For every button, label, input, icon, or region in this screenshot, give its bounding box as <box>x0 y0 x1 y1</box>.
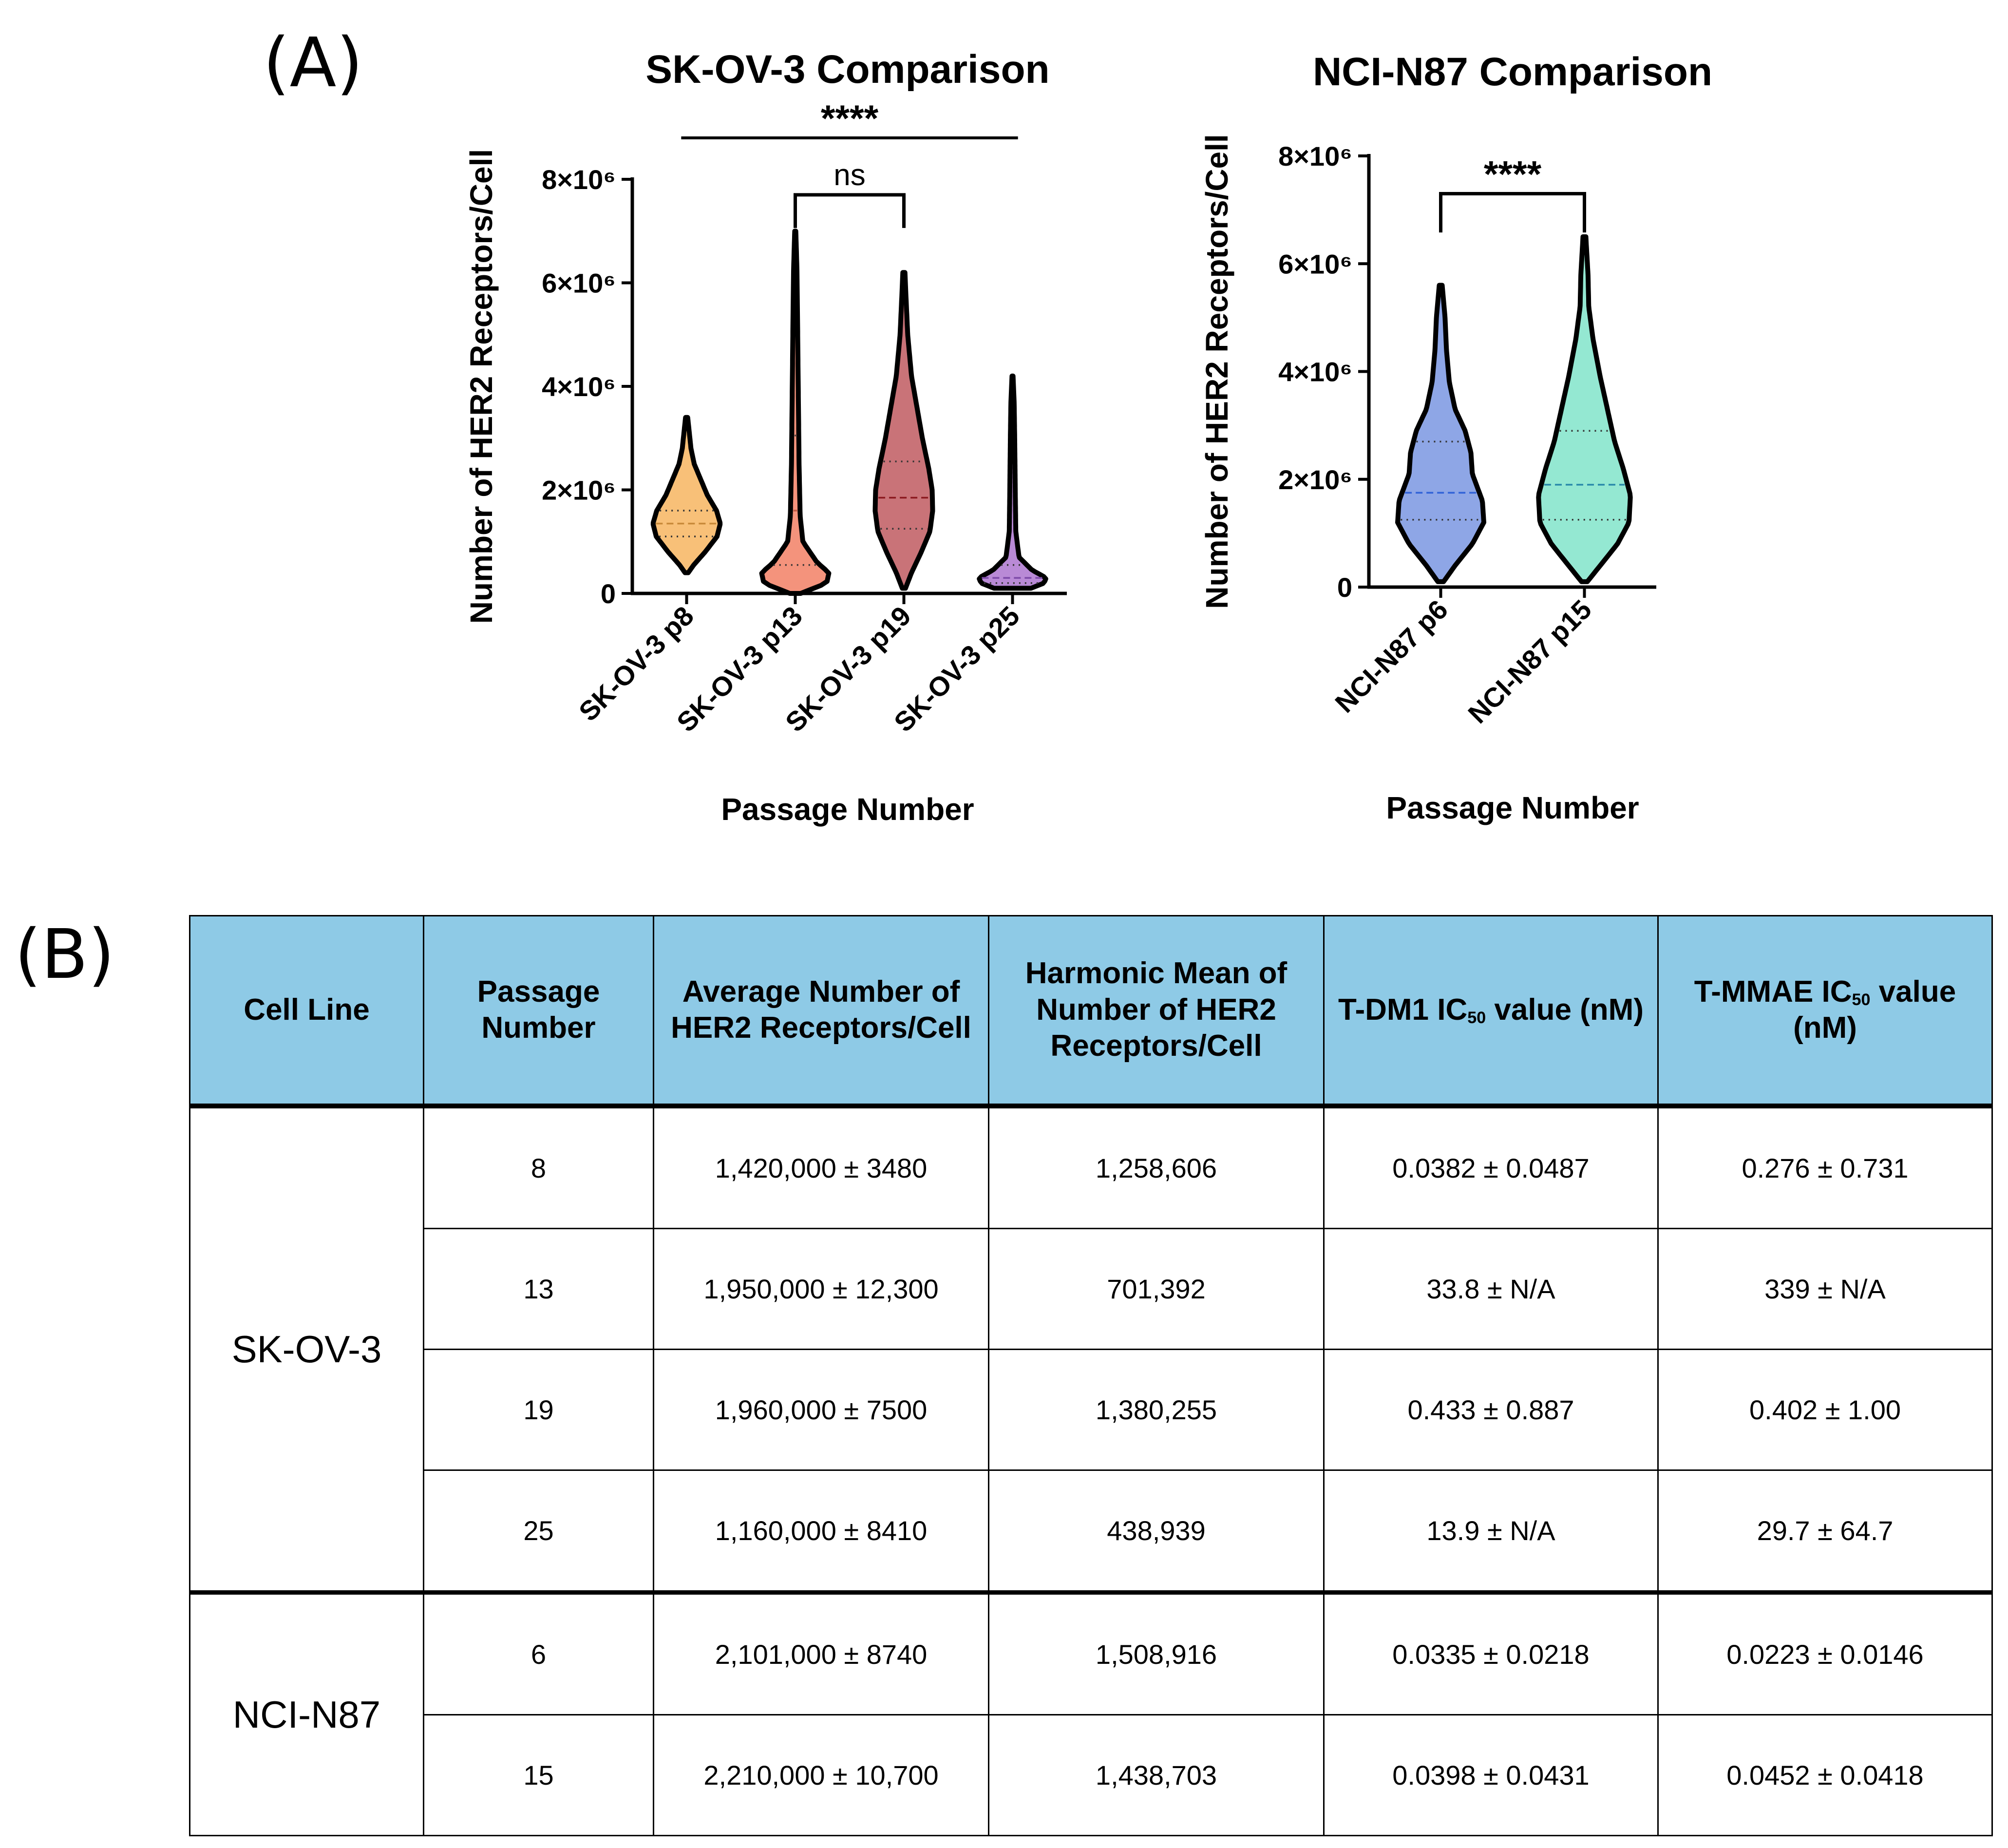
her2-data-table: Cell Line Passage Number Average Number … <box>189 915 1993 1836</box>
ncin87-significance-label-0: **** <box>1484 153 1542 195</box>
ncin87-y-axis-label: Number of HER2 Receptors/Cell <box>1199 134 1234 609</box>
table-row: 15 2,210,000 ± 10,700 1,438,703 0.0398 ±… <box>190 1714 1993 1836</box>
tmmae-cell: 29.7 ± 64.7 <box>1657 1469 1993 1593</box>
ncin87-category-label: NCI-N87 p6 <box>1329 594 1454 719</box>
skov3-violin-2 <box>872 270 935 591</box>
skov3-significance-label-1: ns <box>834 158 865 192</box>
table-row: NCI-N87 6 2,101,000 ± 8740 1,508,916 0.0… <box>189 1590 1993 1836</box>
harmonic-cell: 1,380,255 <box>988 1349 1325 1471</box>
header-tmmae-ic50: T-MMAE IC50 value (nM) <box>1657 915 1993 1108</box>
ncin87-y-tick-label: 0 <box>1337 572 1352 603</box>
ncin87-violin-0 <box>1395 283 1486 584</box>
ncin87-y-tick-label: 8×10⁶ <box>1278 141 1352 171</box>
header-tmmae-suffix: value (nM) <box>1793 974 1956 1045</box>
skov3-y-tick-label: 0 <box>601 578 616 609</box>
skov3-y-tick-label: 2×10⁶ <box>542 475 616 506</box>
tmmae-cell: 0.276 ± 0.731 <box>1657 1105 1993 1229</box>
harmonic-cell: 701,392 <box>988 1228 1325 1350</box>
skov3-violin-chart: SK-OV-3 Comparison Passage Number Number o… <box>464 47 1067 827</box>
passage-cell: 25 <box>423 1469 654 1593</box>
header-tdm1-prefix: T-DM1 IC <box>1338 992 1468 1027</box>
ncin87-category-label: NCI-N87 p15 <box>1462 594 1597 729</box>
average-cell: 1,160,000 ± 8410 <box>653 1469 989 1593</box>
panel-label-a: (A) <box>263 23 363 103</box>
average-cell: 2,101,000 ± 8740 <box>653 1590 989 1715</box>
tdm1-cell: 0.0382 ± 0.0487 <box>1323 1105 1659 1229</box>
skov3-y-tick-label: 4×10⁶ <box>542 371 616 402</box>
table-row: 19 1,960,000 ± 7500 1,380,255 0.433 ± 0.… <box>190 1349 1993 1471</box>
passage-cell: 6 <box>423 1590 654 1715</box>
harmonic-cell: 1,438,703 <box>988 1714 1325 1836</box>
skov3-violin-0 <box>650 415 723 575</box>
skov3-y-axis-label: Number of HER2 Receptors/Cell <box>464 149 499 624</box>
header-average-receptors: Average Number of HER2 Receptors/Cell <box>653 915 989 1108</box>
table-row: 13 1,950,000 ± 12,300 701,392 33.8 ± N/A… <box>190 1228 1993 1350</box>
cell-line-skov3: SK-OV-3 <box>189 1105 424 1593</box>
ncin87-comparison-bracket-0 <box>1439 191 1586 233</box>
skov3-significance-label-0: **** <box>821 98 879 139</box>
average-cell: 1,420,000 ± 3480 <box>653 1105 989 1229</box>
skov3-violin-1 <box>759 229 832 596</box>
ncin87-x-axis-label: Passage Number <box>1386 790 1639 825</box>
tmmae-cell: 339 ± N/A <box>1657 1228 1993 1350</box>
ncin87-violin-chart: NCI-N87 Comparison Passage Number Number o… <box>1199 50 1712 825</box>
header-passage-number: Passage Number <box>423 915 654 1108</box>
ncin87-chart-title: NCI-N87 Comparison <box>1313 50 1712 94</box>
skov3-comparison-bracket-1 <box>794 193 906 228</box>
table-row: SK-OV-3 8 1,420,000 ± 3480 1,258,606 0.0… <box>189 1105 1993 1593</box>
header-tmmae-sub: 50 <box>1852 990 1871 1009</box>
tmmae-cell: 0.0452 ± 0.0418 <box>1657 1714 1993 1836</box>
header-cell-line: Cell Line <box>189 915 424 1108</box>
header-tdm1-sub: 50 <box>1467 1008 1486 1027</box>
tdm1-cell: 33.8 ± N/A <box>1323 1228 1659 1350</box>
skov3-chart-title: SK-OV-3 Comparison <box>645 47 1049 92</box>
harmonic-cell: 1,508,916 <box>988 1590 1325 1715</box>
passage-cell: 13 <box>423 1228 654 1350</box>
tmmae-cell: 0.402 ± 1.00 <box>1657 1349 1993 1471</box>
skov3-y-tick-label: 8×10⁶ <box>542 164 616 195</box>
tdm1-cell: 13.9 ± N/A <box>1323 1469 1659 1593</box>
passage-cell: 8 <box>423 1105 654 1229</box>
table-row: 25 1,160,000 ± 8410 438,939 13.9 ± N/A 2… <box>190 1469 1993 1593</box>
harmonic-cell: 1,258,606 <box>988 1105 1325 1229</box>
skov3-x-axis-label: Passage Number <box>721 792 974 827</box>
header-harmonic-mean: Harmonic Mean of Number of HER2 Receptor… <box>988 915 1325 1108</box>
header-tdm1-ic50: T-DM1 IC50 value (nM) <box>1323 915 1659 1108</box>
ncin87-y-tick-label: 4×10⁶ <box>1278 357 1352 387</box>
table-header-row: Cell Line Passage Number Average Number … <box>189 915 1993 1108</box>
skov3-y-tick-label: 6×10⁶ <box>542 268 616 299</box>
cell-line-ncin87: NCI-N87 <box>189 1590 424 1836</box>
average-cell: 1,960,000 ± 7500 <box>653 1349 989 1471</box>
ncin87-y-tick-label: 6×10⁶ <box>1278 248 1352 279</box>
ncin87-violin-1 <box>1536 234 1633 584</box>
average-cell: 2,210,000 ± 10,700 <box>653 1714 989 1836</box>
header-tdm1-suffix: value (nM) <box>1486 992 1644 1027</box>
passage-cell: 19 <box>423 1349 654 1471</box>
panel-label-b: (B) <box>15 915 115 994</box>
average-cell: 1,950,000 ± 12,300 <box>653 1228 989 1350</box>
skov3-violin-3 <box>977 373 1048 591</box>
harmonic-cell: 438,939 <box>988 1469 1325 1593</box>
tmmae-cell: 0.0223 ± 0.0146 <box>1657 1590 1993 1715</box>
header-tmmae-prefix: T-MMAE IC <box>1694 974 1852 1009</box>
tdm1-cell: 0.433 ± 0.887 <box>1323 1349 1659 1471</box>
tdm1-cell: 0.0398 ± 0.0431 <box>1323 1714 1659 1836</box>
tdm1-cell: 0.0335 ± 0.0218 <box>1323 1590 1659 1715</box>
ncin87-y-tick-label: 2×10⁶ <box>1278 464 1352 495</box>
passage-cell: 15 <box>423 1714 654 1836</box>
